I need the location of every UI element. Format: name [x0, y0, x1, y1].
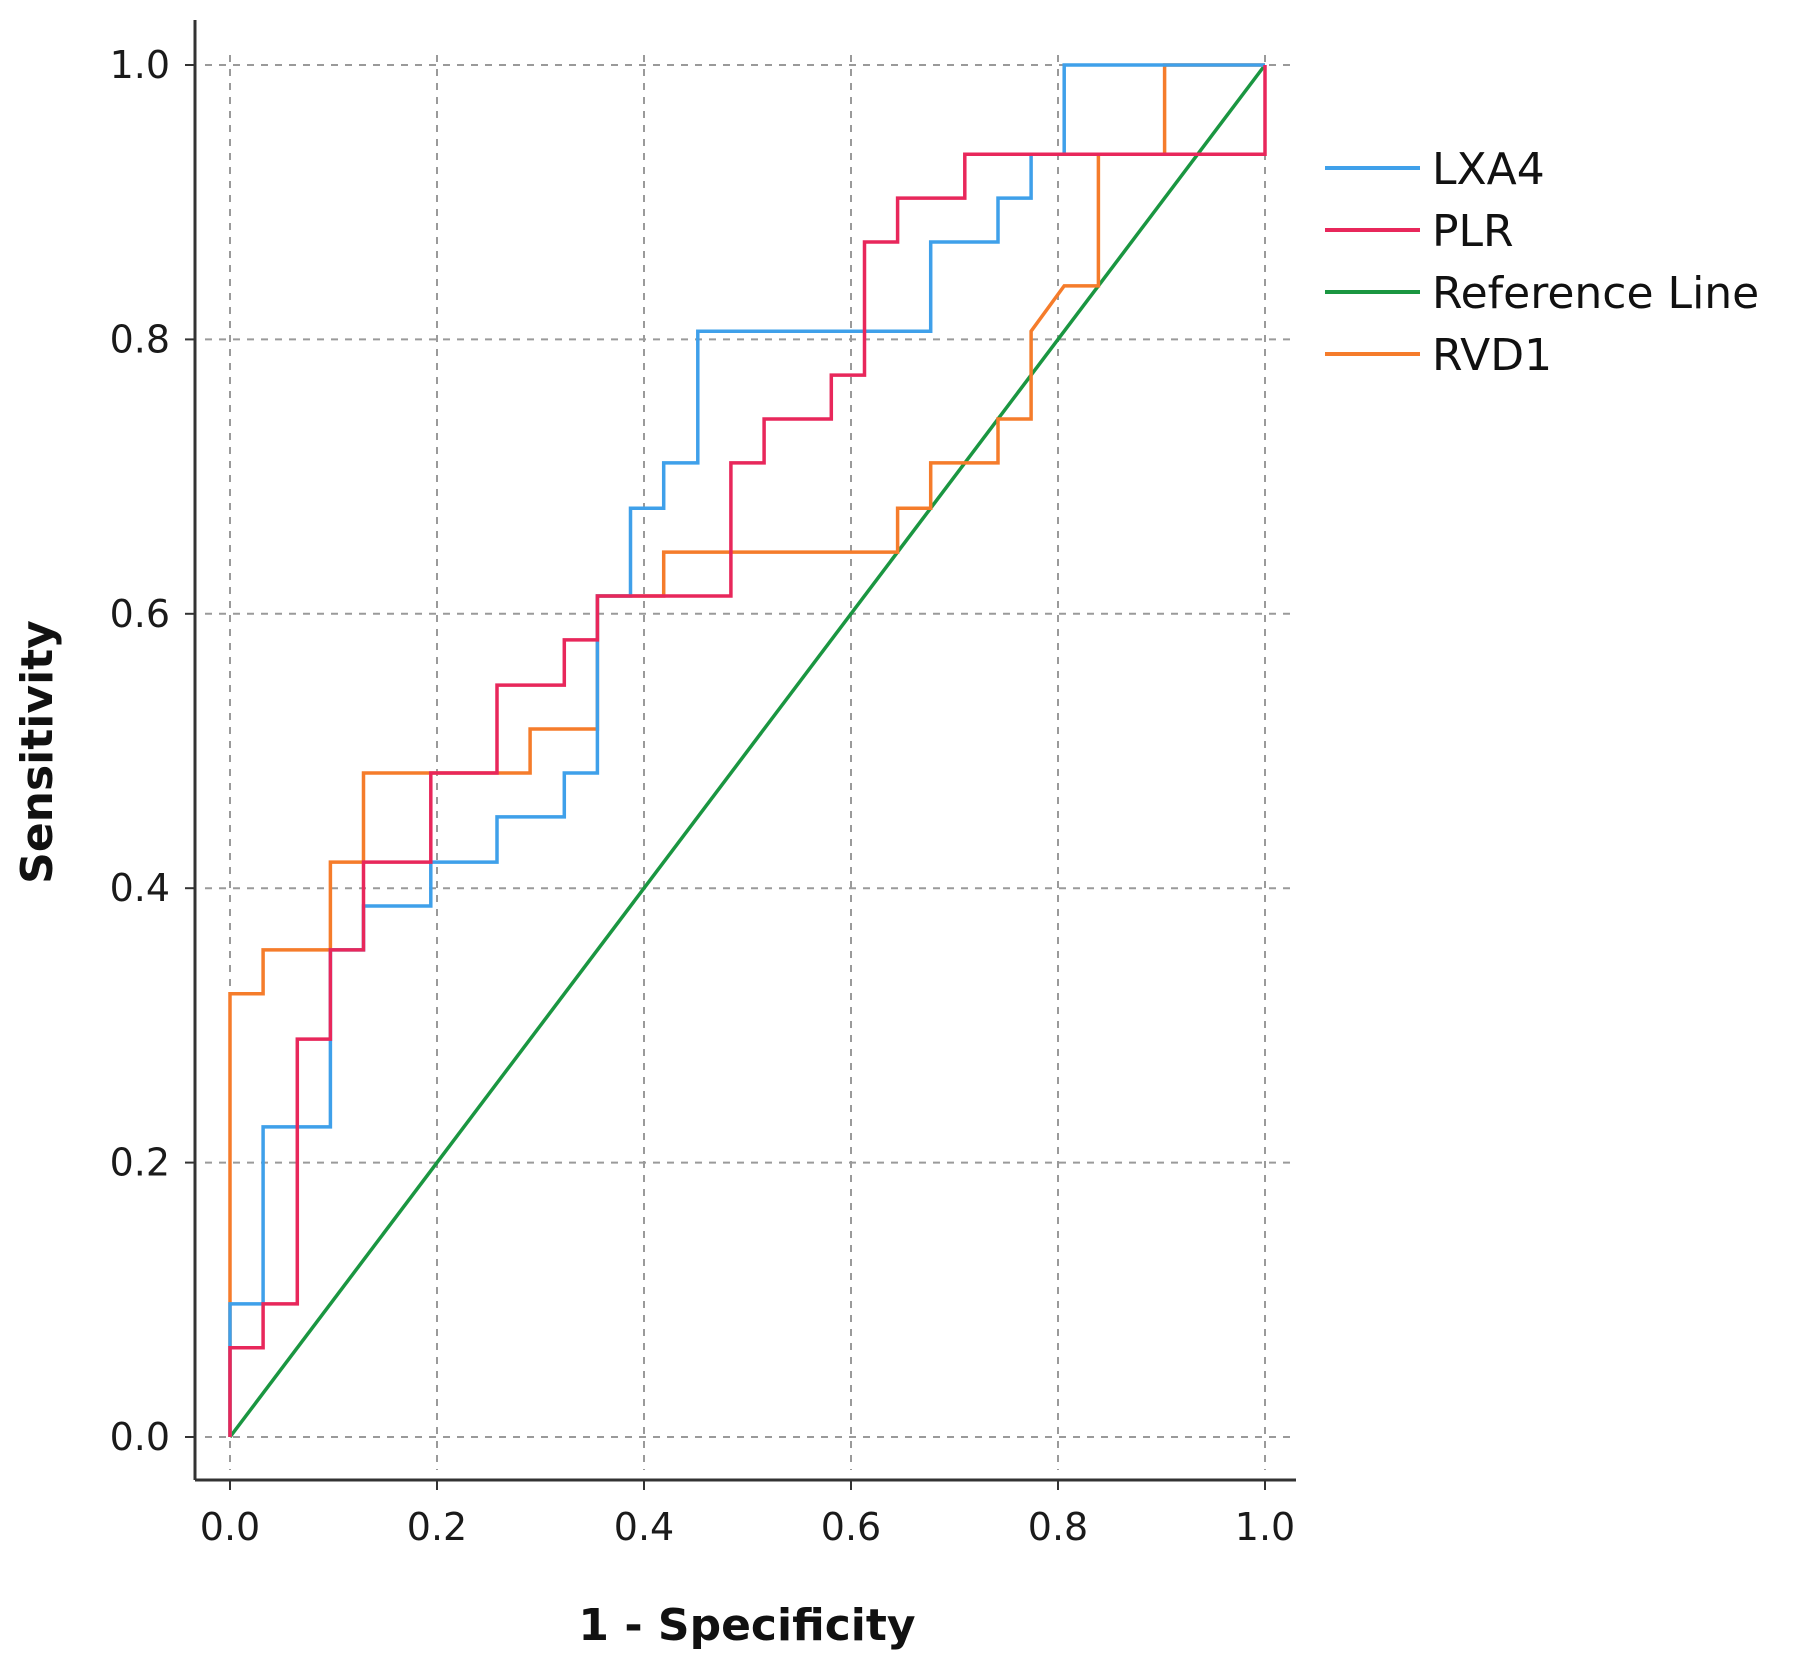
y-tick-label: 0.2: [110, 1141, 170, 1185]
x-tick-label: 0.8: [1028, 1505, 1088, 1549]
y-tick-label: 0.4: [110, 866, 170, 910]
y-tick-label: 0.0: [110, 1415, 170, 1459]
y-tick-label: 1.0: [110, 43, 170, 87]
x-tick-label: 0.2: [407, 1505, 467, 1549]
legend-label-rvd1: RVD1: [1432, 330, 1552, 381]
x-axis-title: 1 - Specificity: [578, 1600, 915, 1651]
series-line-plr: [228, 65, 1267, 1437]
x-tick-label: 0.4: [614, 1505, 674, 1549]
legend-label-lxa4: LXA4: [1432, 144, 1545, 195]
legend-label-reference-line: Reference Line: [1432, 268, 1759, 319]
y-axis-title: Sensitivity: [12, 620, 63, 884]
series-line-reference-line: [228, 63, 1267, 1439]
legend-label-plr: PLR: [1432, 206, 1514, 257]
axes-layer: [193, 20, 1296, 1482]
series-layer: [228, 63, 1267, 1439]
legend: LXA4 PLR Reference Line RVD1: [1325, 144, 1759, 381]
tick-layer: 0.0 0.2 0.4 0.6 0.8 1.0 0.0 0.2 0.4 0.6 0.8 1.0: [110, 43, 1296, 1549]
y-tick-label: 0.8: [110, 317, 170, 361]
series-line-rvd1: [228, 63, 1265, 1437]
grid-layer: [205, 55, 1296, 1470]
y-tick-label: 0.6: [110, 592, 170, 636]
x-tick-label: 0.6: [821, 1505, 881, 1549]
x-tick-label: 0.0: [200, 1505, 260, 1549]
x-tick-label: 1.0: [1235, 1505, 1295, 1549]
